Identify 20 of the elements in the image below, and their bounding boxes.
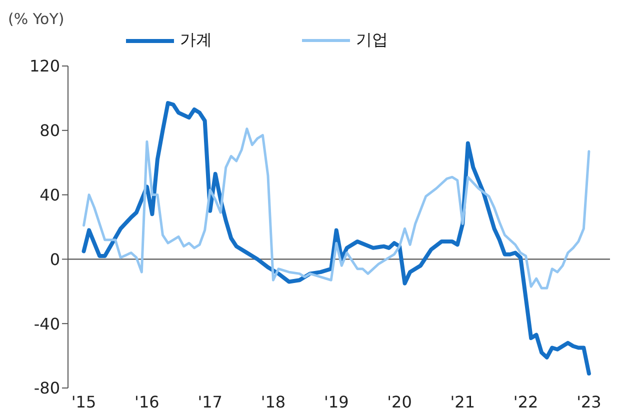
y-tick-label: 40: [40, 185, 60, 204]
x-tick-label: '16: [134, 392, 160, 412]
y-tick-label: 120: [29, 56, 60, 76]
y-tick-label: 0: [50, 250, 60, 269]
x-tick-label: '19: [324, 392, 349, 412]
y-tick-label: -40: [34, 314, 60, 334]
x-tick-label: '15: [71, 392, 96, 412]
x-tick-label: '17: [198, 392, 222, 412]
x-tick-label: '23: [576, 392, 602, 412]
legend-label: 가계: [180, 30, 212, 51]
line-series: [82, 101, 591, 376]
legend-label: 기업: [356, 30, 388, 51]
y-tick-label: 80: [40, 121, 60, 140]
x-tick-label: '21: [450, 392, 476, 412]
y-axis-title: (% YoY): [8, 10, 64, 28]
x-tick-label: '22: [513, 392, 538, 412]
x-tick-label: '18: [260, 392, 286, 412]
y-tick-label: -80: [34, 378, 60, 398]
x-tick-label: '20: [387, 392, 412, 412]
line-series: [82, 128, 590, 290]
